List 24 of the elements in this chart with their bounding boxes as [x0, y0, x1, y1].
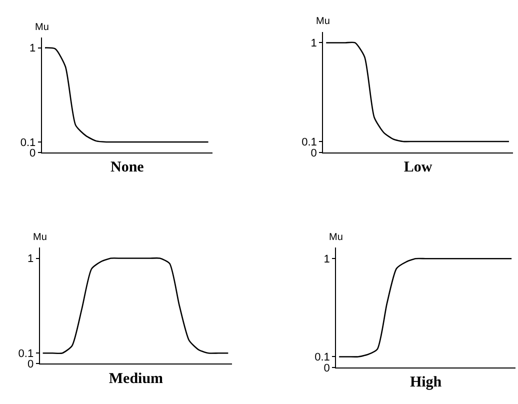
x-axis-title: Low	[404, 160, 432, 176]
y-tick-label: 1	[27, 253, 34, 266]
y-tick-label: 1	[30, 42, 36, 55]
y-tick-label: 0	[324, 362, 330, 374]
y-tick-label: 0.1	[302, 136, 317, 148]
x-axis-title: High	[410, 374, 442, 391]
y-tick-label: 0.1	[20, 136, 36, 149]
line-series	[338, 258, 512, 358]
y-axis-title: Mu	[35, 22, 49, 33]
line-series	[325, 42, 510, 142]
y-tick-label: 1	[310, 38, 317, 50]
y-tick-label: 0	[27, 358, 34, 370]
y-axis-title: Mu	[33, 232, 47, 243]
y-tick-label: 1	[324, 253, 330, 266]
y-tick-label: 0	[310, 147, 317, 160]
y-tick-label: 0.1	[18, 348, 34, 360]
x-axis-title: None	[110, 160, 144, 176]
y-axis-title: Mu	[329, 232, 343, 243]
y-tick-label: 0.1	[314, 352, 330, 364]
y-axis-title: Mu	[316, 16, 330, 27]
x-axis-title: Medium	[108, 370, 164, 387]
line-series	[42, 257, 229, 354]
y-tick-label: 0	[30, 147, 36, 160]
line-series	[44, 47, 209, 143]
